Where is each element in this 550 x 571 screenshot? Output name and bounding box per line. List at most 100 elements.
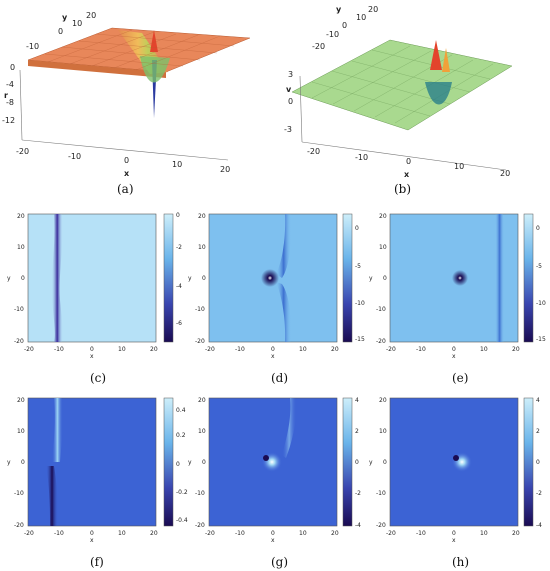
z-tick-a-2: -8 — [6, 98, 14, 107]
panel-g: 4 2 0 -2 -4 20 10 0 -10 -20 y -20 -10 0 … — [188, 397, 361, 569]
cb-tick-g-4: -4 — [355, 522, 361, 529]
x-label-d: x — [271, 353, 275, 360]
caption-b: (b) — [394, 182, 411, 196]
y-tick-e-2: 0 — [383, 275, 387, 282]
cb-tick-d-1: -5 — [355, 263, 361, 270]
panel-e: 0 -5 -10 -15 20 10 0 -10 -20 y -20 -10 0… — [369, 213, 546, 385]
var-label-a: r — [4, 91, 8, 100]
caption-c: (c) — [90, 371, 106, 385]
y-tick-h-1: 10 — [379, 428, 387, 435]
y-tick-e-1: 10 — [379, 244, 387, 251]
x-label-h: x — [452, 537, 456, 544]
y-tick-g-2: 0 — [202, 459, 206, 466]
lump-center-h — [452, 452, 472, 472]
y-label-a: y — [62, 13, 68, 22]
panel-d: 0 -5 -10 -15 20 10 0 -10 -20 y -20 -10 0… — [188, 213, 365, 385]
cb-tick-h-2: 0 — [536, 459, 540, 466]
x-tick-b-2: 0 — [406, 157, 411, 166]
soliton-band-upper-d — [276, 214, 292, 278]
y-tick-f-0: 20 — [17, 397, 25, 404]
cb-tick-g-3: -2 — [355, 490, 361, 497]
x-tick-a-4: 20 — [220, 165, 230, 174]
y-tick-g-3: -10 — [195, 490, 205, 497]
x-tick-b-4: 20 — [500, 169, 510, 178]
x-tick-a-0: -20 — [16, 147, 29, 156]
cb-tick-c-1: -2 — [176, 244, 182, 251]
lump-center-g — [262, 452, 282, 472]
y-tick-b-3: 10 — [356, 13, 366, 22]
cb-tick-f-1: 0.2 — [176, 432, 186, 439]
y-tick-h-2: 0 — [383, 459, 387, 466]
colorbar-h — [523, 397, 534, 527]
x-tick-g-0: -20 — [205, 530, 215, 537]
x-tick-b-1: -10 — [355, 153, 368, 162]
x-tick-f-1: -10 — [54, 530, 64, 537]
cb-tick-h-3: -2 — [536, 490, 542, 497]
peak-a — [150, 30, 158, 52]
y-tick-a-0: -10 — [26, 42, 39, 51]
x-tick-d-3: 10 — [299, 346, 307, 353]
y-tick-f-3: -10 — [14, 490, 24, 497]
plot-area-c — [27, 213, 157, 343]
panel-a: 0 -4 -8 -12 r -20 -10 0 10 20 x -10 0 10… — [2, 11, 251, 196]
cb-tick-g-2: 0 — [355, 459, 359, 466]
y-tick-d-3: -10 — [195, 306, 205, 313]
cb-tick-f-0: 0.4 — [176, 407, 186, 414]
caption-d: (d) — [271, 371, 288, 385]
cb-tick-h-4: -4 — [536, 522, 542, 529]
y-tick-c-3: -10 — [14, 306, 24, 313]
panel-c: 0 -2 -4 -6 20 10 0 -10 -20 y -20 -10 0 1… — [7, 212, 182, 385]
x-tick-f-3: 10 — [118, 530, 126, 537]
x-tick-c-1: -10 — [54, 346, 64, 353]
y-tick-d-0: 20 — [198, 213, 206, 220]
cb-tick-f-3: -0.2 — [176, 489, 188, 496]
x-label-f: x — [90, 537, 94, 544]
lump-center-d — [261, 269, 279, 287]
x-tick-b-0: -20 — [307, 147, 320, 156]
panel-b: 3 0 -3 v -20 -10 0 10 20 x -20 -10 0 10 … — [284, 5, 513, 196]
y-tick-c-1: 10 — [17, 244, 25, 251]
cb-tick-f-4: -0.4 — [176, 517, 188, 524]
soliton-band-lower-d — [276, 282, 292, 342]
x-tick-c-3: 10 — [118, 346, 126, 353]
x-tick-c-2: 0 — [90, 346, 94, 353]
x-tick-d-2: 0 — [271, 346, 275, 353]
z-tick-a-3: -12 — [2, 116, 15, 125]
z-tick-a-1: -4 — [6, 80, 14, 89]
y-label-c: y — [7, 275, 11, 282]
plot-area-f — [27, 397, 157, 527]
y-tick-b-2: 0 — [342, 21, 347, 30]
peak-b-1 — [430, 40, 442, 70]
cb-tick-e-2: -10 — [536, 300, 546, 307]
caption-a: (a) — [117, 182, 134, 196]
y-tick-c-0: 20 — [17, 213, 25, 220]
y-tick-f-1: 10 — [17, 428, 25, 435]
y-label-d: y — [188, 275, 192, 282]
x-tick-g-4: 20 — [331, 530, 339, 537]
y-tick-h-3: -10 — [376, 490, 386, 497]
x-tick-c-4: 20 — [150, 346, 158, 353]
x-tick-f-0: -20 — [24, 530, 34, 537]
colorbar-e — [523, 213, 534, 343]
x-label-e: x — [452, 353, 456, 360]
band-faint-g — [282, 398, 297, 458]
cb-tick-c-3: -6 — [176, 320, 182, 327]
y-tick-e-4: -20 — [376, 338, 386, 345]
lump-negative-g — [263, 455, 269, 461]
caption-e: (e) — [452, 371, 468, 385]
x-tick-d-4: 20 — [331, 346, 339, 353]
caption-f: (f) — [90, 555, 104, 569]
y-label-b: y — [336, 5, 342, 14]
x-tick-g-3: 10 — [299, 530, 307, 537]
y-tick-g-4: -20 — [195, 522, 205, 529]
colorbar-f — [163, 397, 174, 527]
x-label-a: x — [124, 169, 130, 178]
caption-g: (g) — [271, 555, 288, 569]
z-tick-b-0: 3 — [288, 70, 293, 79]
y-label-f: y — [7, 459, 11, 466]
mesh-a — [44, 29, 235, 71]
caption-h: (h) — [452, 555, 469, 569]
y-tick-a-3: 20 — [86, 11, 96, 20]
y-tick-g-0: 20 — [198, 397, 206, 404]
x-tick-a-1: -10 — [68, 152, 81, 161]
